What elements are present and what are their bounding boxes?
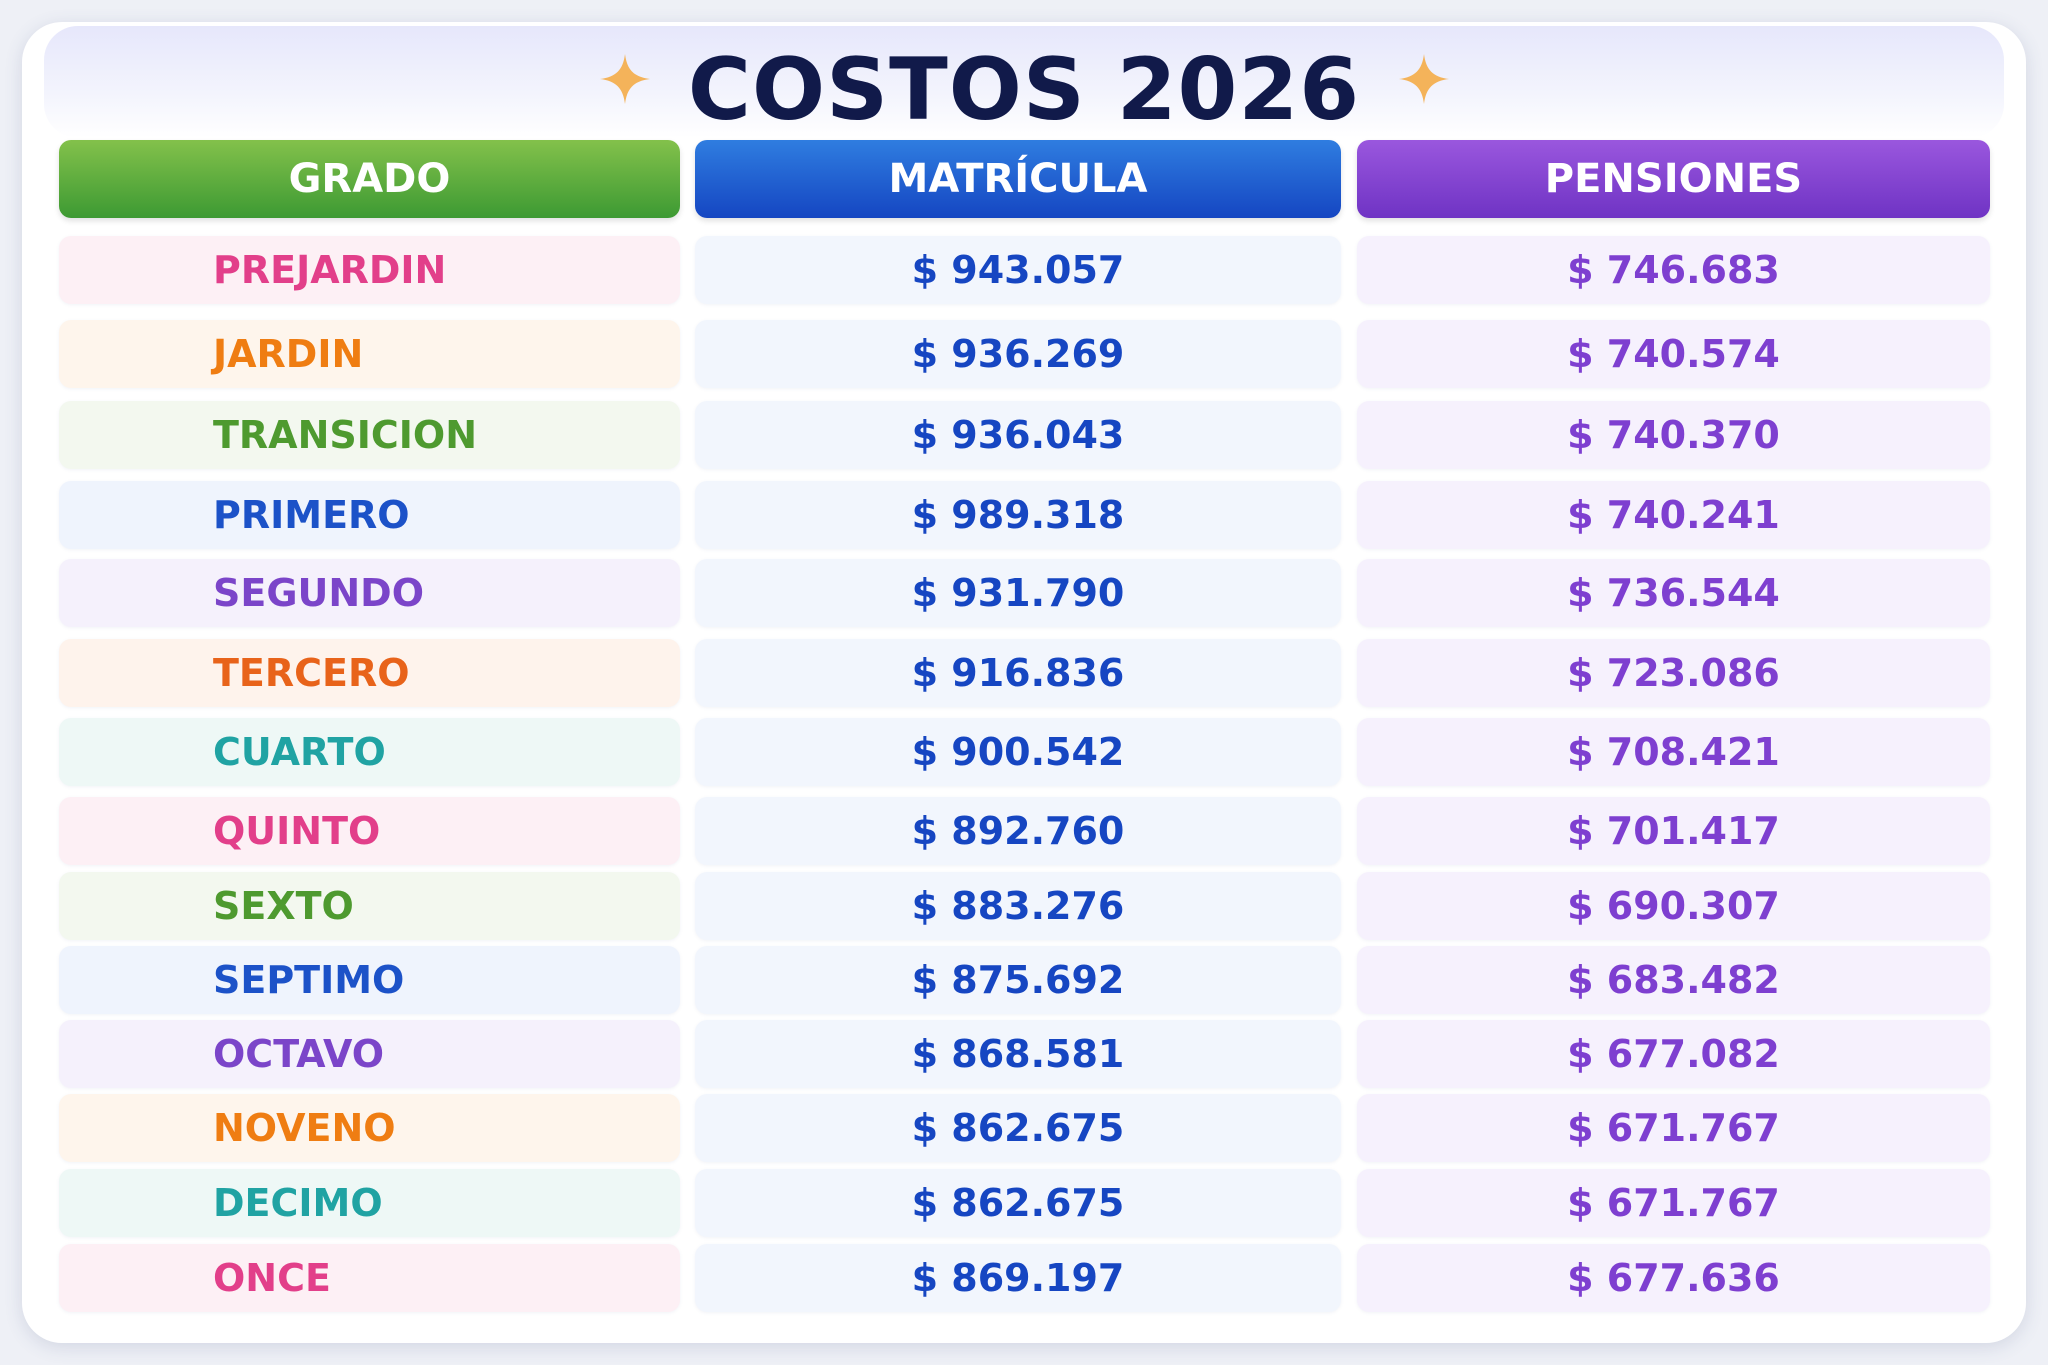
header-pensiones: PENSIONES	[1357, 140, 1990, 218]
sparkle-icon	[1399, 54, 1449, 104]
matricula-cell: $ 936.043	[695, 401, 1341, 469]
header-matricula: MATRÍCULA	[695, 140, 1341, 218]
matricula-cell: $ 916.836	[695, 639, 1341, 707]
grade-cell: SEXTO	[59, 872, 680, 940]
pensiones-cell: $ 701.417	[1357, 797, 1990, 865]
matricula-cell: $ 989.318	[695, 481, 1341, 549]
pensiones-cell: $ 671.767	[1357, 1094, 1990, 1162]
pensiones-cell: $ 736.544	[1357, 559, 1990, 627]
pensiones-cell: $ 746.683	[1357, 236, 1990, 304]
page-title: COSTOS 2026	[687, 40, 1361, 140]
grade-cell: QUINTO	[59, 797, 680, 865]
matricula-cell: $ 868.581	[695, 1020, 1341, 1088]
matricula-cell: $ 875.692	[695, 946, 1341, 1014]
matricula-cell: $ 862.675	[695, 1169, 1341, 1237]
pensiones-cell: $ 677.082	[1357, 1020, 1990, 1088]
grade-cell: CUARTO	[59, 718, 680, 786]
header-grado: GRADO	[59, 140, 680, 218]
matricula-cell: $ 883.276	[695, 872, 1341, 940]
sparkle-icon	[600, 54, 650, 104]
matricula-cell: $ 869.197	[695, 1244, 1341, 1312]
matricula-cell: $ 943.057	[695, 236, 1341, 304]
title-band	[44, 26, 2004, 138]
pensiones-cell: $ 723.086	[1357, 639, 1990, 707]
matricula-cell: $ 900.542	[695, 718, 1341, 786]
pensiones-cell: $ 740.370	[1357, 401, 1990, 469]
costs-card: COSTOS 2026 GRADO MATRÍCULA PENSIONES PR…	[22, 22, 2026, 1343]
grade-cell: SEGUNDO	[59, 559, 680, 627]
pensiones-cell: $ 740.574	[1357, 320, 1990, 388]
grade-cell: OCTAVO	[59, 1020, 680, 1088]
grade-cell: TERCERO	[59, 639, 680, 707]
grade-cell: TRANSICION	[59, 401, 680, 469]
matricula-cell: $ 892.760	[695, 797, 1341, 865]
grade-cell: DECIMO	[59, 1169, 680, 1237]
pensiones-cell: $ 677.636	[1357, 1244, 1990, 1312]
grade-cell: JARDIN	[59, 320, 680, 388]
matricula-cell: $ 936.269	[695, 320, 1341, 388]
pensiones-cell: $ 708.421	[1357, 718, 1990, 786]
pensiones-cell: $ 683.482	[1357, 946, 1990, 1014]
pensiones-cell: $ 690.307	[1357, 872, 1990, 940]
grade-cell: PRIMERO	[59, 481, 680, 549]
grade-cell: SEPTIMO	[59, 946, 680, 1014]
grade-cell: NOVENO	[59, 1094, 680, 1162]
matricula-cell: $ 862.675	[695, 1094, 1341, 1162]
matricula-cell: $ 931.790	[695, 559, 1341, 627]
grade-cell: PREJARDIN	[59, 236, 680, 304]
pensiones-cell: $ 671.767	[1357, 1169, 1990, 1237]
pensiones-cell: $ 740.241	[1357, 481, 1990, 549]
grade-cell: ONCE	[59, 1244, 680, 1312]
